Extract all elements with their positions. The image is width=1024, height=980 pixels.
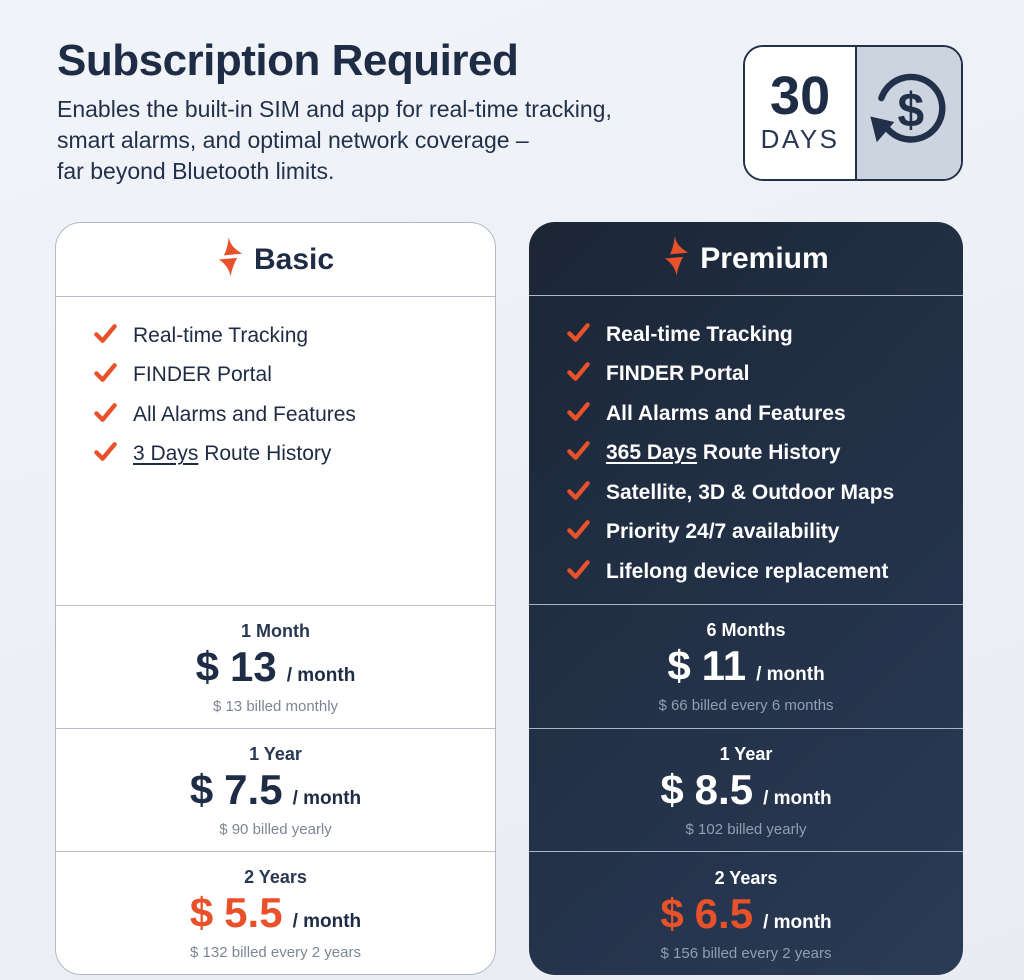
tier-period: 2 Years [714,867,778,888]
check-icon [567,558,590,586]
basic-tier-1-month: 1 Month $13/ month $ 13 billed monthly [56,605,495,728]
tier-period: 6 Months [706,620,786,641]
check-icon [567,321,590,349]
check-icon [567,360,590,388]
feature-label: FINDER Portal [133,363,272,387]
badge-days-panel: 30 DAYS [745,47,858,179]
tier-price: $6.5/ month [660,889,832,937]
feature-label: 365 Days Route History [606,441,841,465]
tier-billing-note: $ 156 billed every 2 years [660,944,832,962]
tier-period: 1 Month [241,620,310,641]
feature-label: 3 Days Route History [133,442,332,466]
brand-flash-icon [217,237,244,282]
badge-days-number: 30 [770,65,831,126]
feature-item: FINDER Portal [94,356,485,396]
feature-item: All Alarms and Features [567,394,953,434]
money-back-badge: 30 DAYS $ [743,45,963,181]
feature-item: Real-time Tracking [567,315,953,355]
tier-billing-note: $ 90 billed yearly [219,821,332,839]
check-icon [94,322,117,350]
tier-period: 2 Years [244,866,307,887]
premium-card-header: Premium [529,222,963,296]
tier-billing-note: $ 66 billed every 6 months [658,697,834,715]
tier-price: $13/ month [195,642,356,690]
tier-price: $11/ month [667,642,825,690]
tier-price: $7.5/ month [189,765,362,813]
feature-item: Satellite, 3D & Outdoor Maps [567,473,953,513]
tier-billing-note: $ 132 billed every 2 years [190,944,361,962]
feature-label: All Alarms and Features [133,402,356,426]
feature-item: Priority 24/7 availability [567,513,953,553]
basic-pricing: 1 Month $13/ month $ 13 billed monthly 1… [56,605,495,974]
premium-pricing: 6 Months $11/ month $ 66 billed every 6 … [529,604,963,975]
brand-flash-icon [663,236,690,281]
page-subtitle: Enables the built-in SIM and app for rea… [57,96,612,184]
check-icon [94,401,117,429]
plan-card-basic: Basic Real-time Tracking FINDER Portal A… [55,222,496,975]
basic-tier-2-years: 2 Years $5.5/ month $ 132 billed every 2… [56,851,495,974]
premium-feature-list: Real-time Tracking FINDER Portal All Ala… [529,296,963,604]
feature-item: FINDER Portal [567,355,953,395]
check-icon [567,400,590,428]
check-icon [94,361,117,389]
tier-period: 1 Year [719,743,773,764]
feature-label: FINDER Portal [606,362,750,386]
check-icon [567,518,590,546]
feature-item: All Alarms and Features [94,395,485,435]
feature-item: 365 Days Route History [567,434,953,474]
tier-period: 1 Year [249,743,302,764]
money-back-refresh-icon: $ [863,65,955,162]
premium-tier-1-year: 1 Year $8.5/ month $ 102 billed yearly [529,727,963,852]
page-title: Subscription Required [57,36,519,85]
premium-tier-6-months: 6 Months $11/ month $ 66 billed every 6 … [529,604,963,728]
tier-price: $8.5/ month [660,765,832,813]
feature-label: Priority 24/7 availability [606,520,840,544]
plan-name-premium: Premium [700,241,829,275]
tier-price: $5.5/ month [189,888,362,936]
basic-feature-list: Real-time Tracking FINDER Portal All Ala… [56,297,495,605]
check-icon [94,440,117,468]
basic-tier-1-year: 1 Year $7.5/ month $ 90 billed yearly [56,728,495,851]
feature-item: Lifelong device replacement [567,552,953,592]
feature-item: Real-time Tracking [94,316,485,356]
premium-tier-2-years: 2 Years $6.5/ month $ 156 billed every 2… [529,851,963,975]
badge-days-label: DAYS [760,124,840,155]
plan-card-premium: Premium Real-time Tracking FINDER Portal… [529,222,963,975]
tier-billing-note: $ 102 billed yearly [685,821,807,839]
feature-label: Satellite, 3D & Outdoor Maps [606,480,895,504]
svg-text:$: $ [898,84,925,137]
feature-label: Real-time Tracking [133,323,309,347]
badge-icon-panel: $ [857,47,961,179]
feature-label: All Alarms and Features [606,401,846,425]
tier-billing-note: $ 13 billed monthly [212,698,339,716]
plan-name-basic: Basic [253,242,335,276]
feature-label: Lifelong device replacement [606,559,889,583]
feature-label: Real-time Tracking [606,322,793,346]
basic-card-header: Basic [56,223,495,297]
feature-item: 3 Days Route History [94,435,485,475]
check-icon [567,479,590,507]
check-icon [567,439,590,467]
